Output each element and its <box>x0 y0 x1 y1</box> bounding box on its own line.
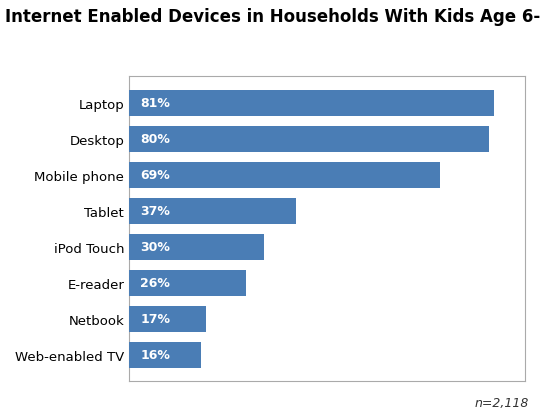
Text: 16%: 16% <box>140 348 170 361</box>
Text: 17%: 17% <box>140 312 170 325</box>
Bar <box>129 270 246 296</box>
Text: 80%: 80% <box>140 133 170 146</box>
Bar <box>129 126 489 152</box>
Bar <box>129 306 206 332</box>
Text: 26%: 26% <box>140 276 170 290</box>
Text: 81%: 81% <box>140 97 170 110</box>
Bar <box>129 342 201 368</box>
Text: 37%: 37% <box>140 205 170 218</box>
Text: 30%: 30% <box>140 241 170 254</box>
Bar <box>129 234 264 260</box>
Text: Internet Enabled Devices in Households With Kids Age 6-12: Internet Enabled Devices in Households W… <box>5 8 540 26</box>
Bar <box>129 90 494 116</box>
Text: 69%: 69% <box>140 169 170 182</box>
Text: n=2,118: n=2,118 <box>475 396 529 409</box>
Bar <box>129 162 440 188</box>
Bar <box>129 198 295 224</box>
